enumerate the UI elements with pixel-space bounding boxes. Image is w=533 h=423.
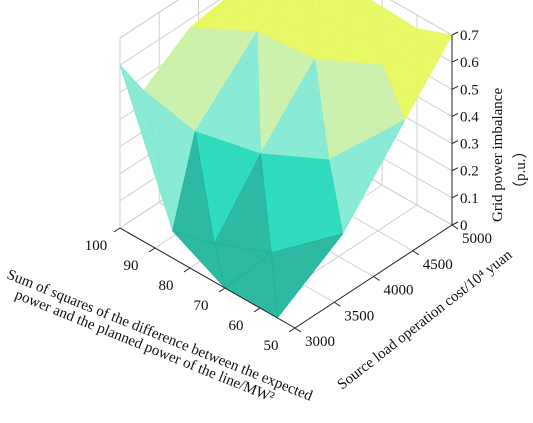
- y-tick-label: 4500: [423, 257, 453, 273]
- z-tick-label: 0.1: [460, 191, 479, 207]
- z-tick-mark: [451, 112, 459, 117]
- y-tick-label: 5000: [462, 231, 492, 247]
- x-tick-mark: [288, 327, 296, 333]
- z-axis-ticks: 0 0.1 0.2 0.3 0.4 0.5 0.6 0.7: [451, 28, 479, 234]
- x-tick-mark: [218, 287, 226, 293]
- x-tick-mark: [148, 247, 156, 253]
- x-tick-label: 70: [194, 298, 209, 314]
- x-axis-label-line-2: power and the planned power of the line/…: [13, 287, 277, 406]
- surface-mesh: [119, 0, 453, 319]
- z-tick-label: 0.5: [460, 82, 479, 98]
- x-tick-label: 60: [229, 318, 244, 334]
- y-tick-label: 3500: [344, 308, 374, 324]
- y-tick-mark: [451, 224, 459, 230]
- z-tick-mark: [451, 85, 459, 90]
- y-tick-mark: [294, 327, 302, 333]
- x-tick-label: 100: [85, 238, 108, 254]
- x-tick-label: 80: [159, 278, 174, 294]
- z-tick-mark: [451, 58, 459, 63]
- z-tick-mark: [451, 140, 459, 145]
- x-tick-mark: [113, 227, 121, 233]
- x-axis-ticks: 100 90 80 70 60 50: [85, 227, 296, 354]
- x-tick-label: 50: [264, 338, 279, 354]
- y-axis-ticks: 3000 3500 4000 4500 5000: [294, 224, 492, 350]
- z-tick-mark: [451, 31, 459, 36]
- z-tick-label: 0.7: [460, 28, 479, 44]
- x-axis-line: [119, 227, 296, 329]
- x-tick-mark: [253, 307, 261, 313]
- z-tick-mark: [451, 221, 459, 226]
- z-tick-label: 0: [460, 218, 468, 234]
- y-tick-mark: [333, 301, 341, 307]
- y-tick-label: 4000: [384, 283, 414, 299]
- z-tick-mark: [451, 194, 459, 199]
- z-tick-label: 0.4: [460, 109, 479, 125]
- z-tick-label: 0.6: [460, 55, 479, 71]
- z-axis-label-line-2: （p.u.）: [512, 143, 529, 196]
- z-axis-label-line-1: Grid power imbalance: [490, 88, 506, 222]
- z-tick-label: 0.3: [460, 137, 479, 153]
- y-tick-mark: [373, 276, 380, 281]
- x-tick-label: 90: [124, 258, 139, 274]
- x-tick-mark: [183, 267, 191, 273]
- y-tick-label: 3000: [305, 334, 335, 350]
- surface-facet: [119, 64, 173, 232]
- surface-facet: [270, 233, 344, 319]
- z-tick-mark: [451, 167, 459, 172]
- z-tick-label: 0.2: [460, 164, 479, 180]
- y-tick-mark: [412, 250, 420, 256]
